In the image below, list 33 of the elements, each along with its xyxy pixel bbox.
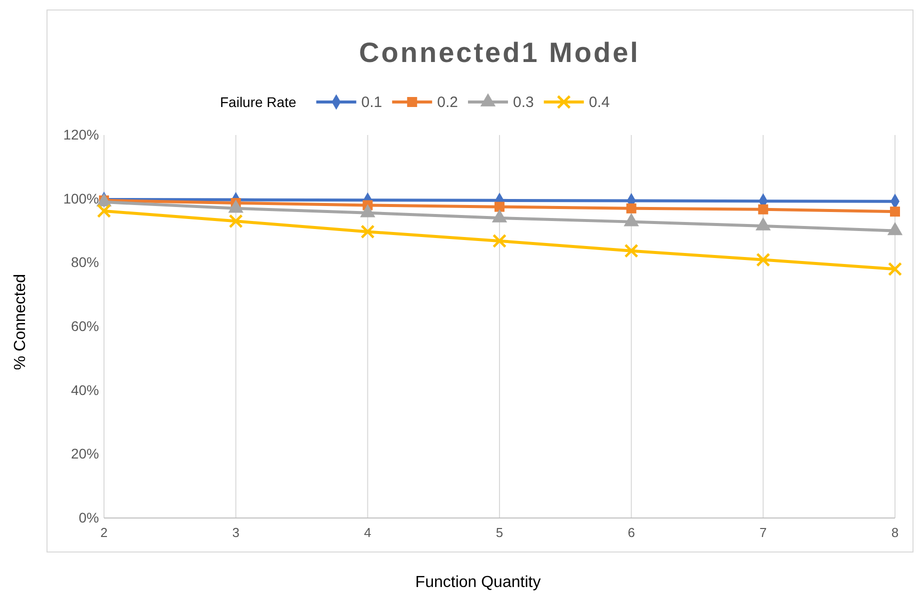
x-tick-label: 8	[891, 525, 899, 540]
x-tick-label: 6	[628, 525, 635, 540]
y-axis-title: % Connected	[12, 274, 29, 370]
legend-label: 0.3	[512, 94, 534, 111]
point	[492, 234, 507, 248]
x-tick-label: 4	[364, 525, 372, 540]
legend-label: 0.4	[588, 94, 610, 111]
point	[758, 204, 768, 214]
x-axis-title: Function Quantity	[415, 574, 541, 591]
y-tick-label: 80%	[70, 254, 99, 270]
y-tick-label: 0%	[78, 509, 99, 526]
y-tick-label: 20%	[70, 446, 99, 462]
x-tick-label: 5	[496, 525, 504, 540]
point	[96, 204, 112, 218]
point	[626, 203, 636, 214]
point	[624, 244, 638, 258]
point	[228, 214, 243, 228]
y-tick-label: 60%	[70, 318, 99, 334]
legend-label: 0.2	[437, 94, 458, 111]
y-tick-label: 120%	[63, 126, 99, 142]
point	[890, 206, 900, 217]
y-tick-label: 40%	[70, 382, 99, 398]
point	[888, 262, 902, 276]
y-tick-label: 100%	[63, 190, 99, 206]
legend-label: 0.1	[361, 94, 382, 111]
legend-title: Failure Rate	[220, 94, 296, 110]
x-tick-label: 7	[760, 525, 767, 540]
point	[360, 224, 375, 239]
chart-title: Connected1 Model	[359, 37, 640, 68]
x-tick-label: 3	[232, 525, 240, 540]
x-tick-label: 2	[100, 525, 108, 540]
point	[756, 252, 770, 267]
point	[494, 202, 504, 212]
